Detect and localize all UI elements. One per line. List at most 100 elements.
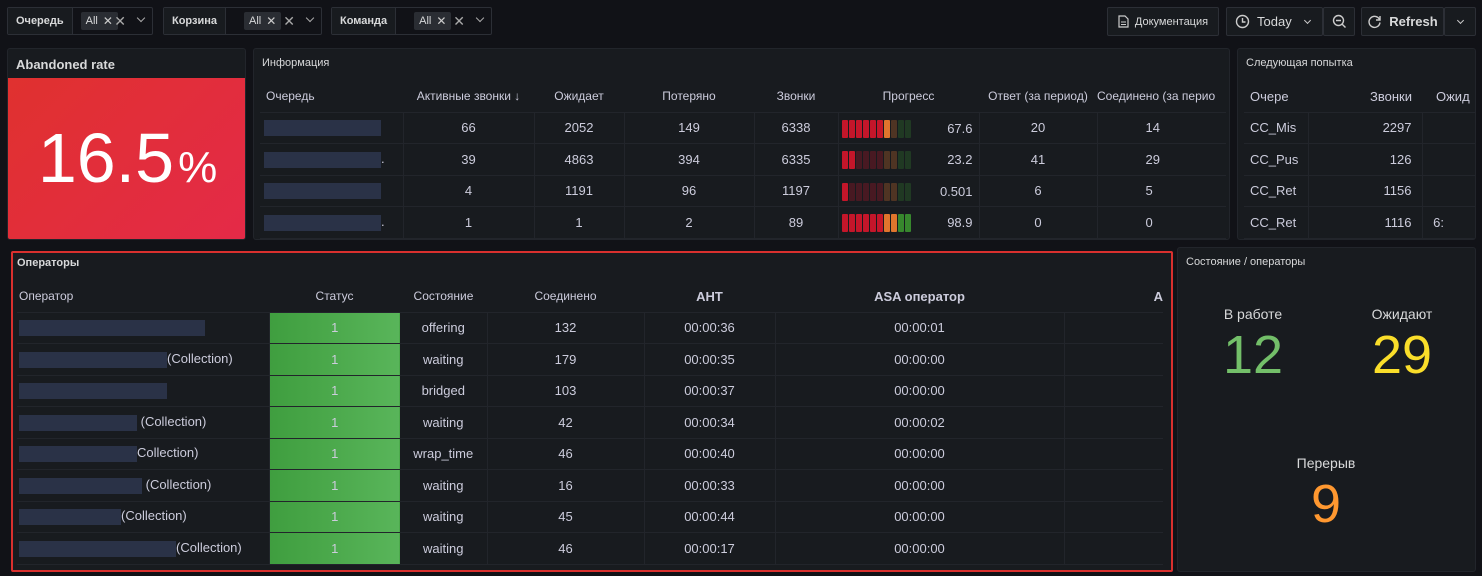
active-cell: 39 (403, 143, 535, 176)
gauge-segment (898, 151, 905, 169)
col-header[interactable]: A (1064, 281, 1163, 313)
gauge-segment (905, 119, 912, 138)
close-icon[interactable]: ✕ (283, 13, 295, 29)
abandoned-rate-panel: Abandoned rate 16.5% (7, 48, 246, 240)
redacted-name (19, 320, 205, 337)
active-cell: 66 (403, 112, 535, 144)
extra-cell (1064, 501, 1163, 533)
progress-cell: 67.6 (838, 112, 980, 144)
col-header[interactable]: Соединено (487, 281, 644, 313)
connected-cell: 42 (487, 406, 645, 439)
aht-cell: 00:00:44 (644, 501, 776, 533)
aht-cell: 00:00:36 (644, 312, 776, 344)
var-label: Команда (332, 8, 397, 34)
panel-title: Состояние / операторы (1186, 256, 1306, 268)
refresh-interval-button[interactable] (1444, 7, 1476, 36)
asa-cell: 00:00:00 (775, 343, 1065, 376)
col-header[interactable]: Ожид (1422, 81, 1475, 113)
chevron-down-icon[interactable] (475, 13, 485, 23)
asa-cell: 00:00:02 (775, 406, 1065, 439)
col-header[interactable]: Активные звонки ↓ (403, 81, 534, 113)
calls-cell: 89 (754, 206, 839, 239)
col-header[interactable]: Прогресс (838, 81, 979, 113)
gauge-segment (862, 151, 869, 169)
progress-value: 67.6 (947, 120, 973, 136)
aht-cell: 00:00:35 (644, 343, 776, 376)
chevron-down-icon[interactable] (136, 13, 146, 23)
connected-cell: 46 (487, 532, 645, 565)
gauge-segment (884, 119, 891, 138)
var-chip[interactable]: All ✕ (414, 12, 452, 30)
progress-cell: 23.2 (838, 143, 980, 176)
chip-label: All (85, 15, 98, 27)
col-header[interactable]: Очере (1244, 81, 1308, 113)
close-icon[interactable]: ✕ (453, 13, 465, 29)
extra-cell (1064, 469, 1163, 502)
col-header[interactable]: Ответ (за период) (979, 81, 1097, 113)
lost-cell: 96 (624, 175, 755, 207)
asa-cell: 00:00:01 (775, 312, 1065, 344)
col-header[interactable]: Оператор (17, 281, 269, 313)
zoom-out-button[interactable] (1323, 7, 1355, 36)
close-icon[interactable]: ✕ (266, 14, 277, 28)
refresh-button[interactable]: Refresh (1361, 7, 1444, 36)
var-team[interactable]: Команда All ✕ ✕ (331, 7, 492, 35)
close-icon[interactable]: ✕ (436, 14, 447, 28)
calls-cell: 6335 (754, 143, 839, 176)
var-queue[interactable]: Очередь All ✕ ✕ (7, 7, 153, 35)
col-header[interactable]: Статус (269, 281, 400, 313)
var-basket[interactable]: Корзина All ✕ ✕ (163, 7, 322, 35)
operator-cell: (Collection) (17, 469, 270, 502)
queue-cell: CC_Mis (1244, 112, 1309, 144)
col-header[interactable]: Звонки (754, 81, 838, 113)
table-row: . 39 4863 394 6335 23.2 41 29 (260, 143, 1226, 176)
gauge-segment (869, 182, 876, 201)
connected-cell: 14 (1097, 112, 1226, 144)
aht-cell: 00:00:37 (644, 375, 776, 407)
answer-cell: 41 (979, 143, 1098, 176)
var-label: Очередь (8, 8, 73, 34)
chevron-down-icon[interactable] (305, 13, 315, 23)
col-header[interactable]: Звонки (1308, 81, 1422, 113)
aht-cell: 00:00:33 (644, 469, 776, 502)
stat-label: В работе (1223, 306, 1283, 322)
col-header[interactable]: Потеряно (624, 81, 754, 113)
table-row: 66 2052 149 6338 67.6 20 14 (260, 112, 1226, 144)
gauge-segment (884, 182, 891, 201)
connected-cell: 103 (487, 375, 645, 407)
wait-cell: 2052 (534, 112, 625, 144)
state-cell: waiting (400, 532, 488, 565)
table-row: 1 bridged 103 00:00:37 00:00:00 (17, 375, 1163, 407)
stat-value: 29 (1371, 325, 1433, 385)
col-header[interactable]: AHT (644, 281, 775, 313)
queue-suffix: . (381, 150, 385, 166)
col-header[interactable]: Очередь (260, 81, 403, 113)
gauge-segment (905, 151, 912, 169)
col-header[interactable]: ASA оператор (775, 281, 1064, 313)
redacted-name (19, 446, 137, 463)
table-row: (Collection) 1 waiting 42 00:00:34 00:00… (17, 406, 1163, 439)
col-header[interactable]: Ожидает (534, 81, 624, 113)
time-label: Today (1257, 14, 1292, 29)
operator-cell (17, 312, 270, 344)
gauge-segment (869, 214, 876, 232)
col-header[interactable]: Состояние (400, 281, 487, 313)
docs-button[interactable]: Документация (1107, 7, 1219, 36)
close-icon[interactable]: ✕ (102, 14, 113, 28)
close-icon[interactable]: ✕ (114, 13, 126, 29)
aht-cell: 00:00:17 (644, 532, 776, 565)
progress-gauge (841, 151, 912, 169)
queue-cell: CC_Ret (1244, 175, 1309, 207)
wait-cell: 6: (1422, 206, 1475, 239)
connected-cell: 5 (1097, 175, 1226, 207)
extra-cell (1064, 406, 1163, 439)
refresh-label: Refresh (1389, 14, 1438, 29)
col-header[interactable]: Соединено (за перио (1097, 81, 1226, 113)
time-picker[interactable]: Today (1226, 7, 1323, 36)
var-chip[interactable]: All ✕ (80, 12, 118, 30)
state-cell: bridged (400, 375, 488, 407)
stat-value: 9 (1310, 474, 1342, 534)
connected-cell: 46 (487, 438, 645, 470)
operator-cell: (Collection) (17, 406, 270, 439)
var-chip[interactable]: All ✕ (244, 12, 282, 30)
